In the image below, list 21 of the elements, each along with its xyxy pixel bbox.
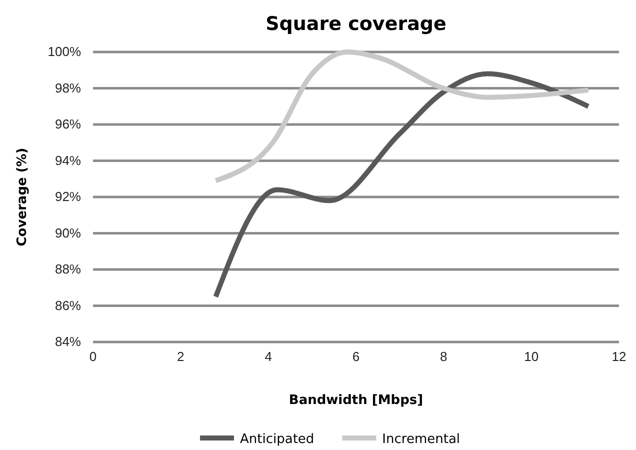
x-tick-label: 12 (612, 349, 626, 364)
x-tick-label: 8 (440, 349, 448, 364)
x-tick-label: 6 (352, 349, 360, 364)
y-tick-label: 100% (48, 44, 82, 60)
y-tick-label: 92% (54, 189, 82, 204)
legend-label: Incremental (382, 432, 460, 447)
y-tick-label: 90% (54, 225, 82, 240)
y-tick-label: 86% (54, 298, 82, 313)
y-axis-title: Coverage (%) (15, 148, 30, 246)
x-axis-title: Bandwidth [Mbps] (288, 393, 424, 408)
chart-title: Square coverage (266, 13, 446, 35)
x-tick-label: 0 (89, 349, 97, 364)
x-tick-label: 4 (264, 349, 272, 364)
x-tick-label: 10 (524, 349, 539, 364)
y-tick-label: 94% (54, 152, 82, 168)
x-tick-label: 2 (177, 349, 184, 364)
y-tick-label: 98% (54, 80, 82, 96)
y-tick-label: 88% (54, 262, 82, 277)
y-tick-label: 84% (54, 334, 82, 350)
legend-label: Anticipated (240, 432, 314, 447)
y-tick-label: 96% (54, 116, 82, 132)
